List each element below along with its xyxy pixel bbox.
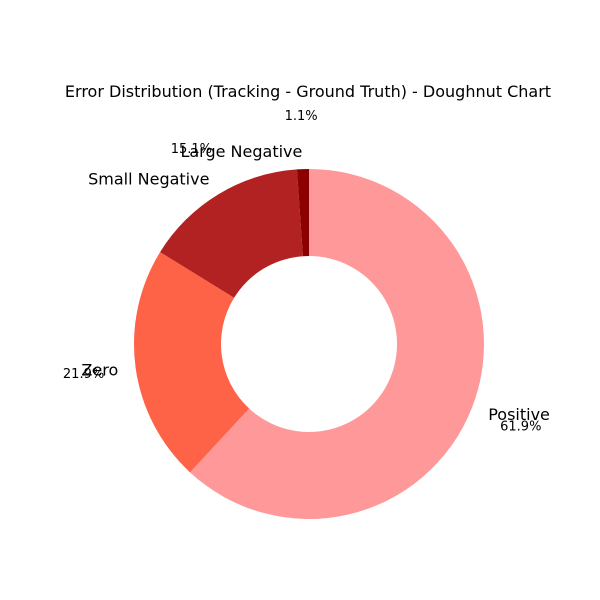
slice-percent-large-negative: 1.1% [285, 109, 318, 124]
slice-label-positive: Positive [488, 405, 550, 424]
slice-percent-zero: 21.9% [63, 367, 104, 382]
slice-label-zero: Zero [81, 360, 118, 379]
slice-positive [190, 169, 484, 519]
slice-zero [133, 252, 250, 473]
chart-title: Error Distribution (Tracking - Ground Tr… [65, 82, 551, 101]
slice-percent-positive: 61.9% [500, 420, 541, 435]
slice-large-negative [296, 169, 309, 257]
slice-group [133, 169, 484, 519]
slice-percent-small-negative: 15.1% [171, 142, 212, 157]
slice-label-large-negative: Large Negative [180, 142, 302, 161]
slice-small-negative [160, 169, 303, 298]
slice-label-small-negative: Small Negative [88, 170, 209, 189]
